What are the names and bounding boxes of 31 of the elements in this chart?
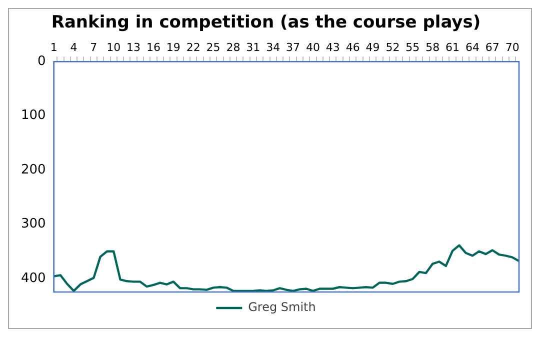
x-tick-label: 10 xyxy=(106,40,121,54)
legend-label: Greg Smith xyxy=(248,300,316,314)
x-tick-label: 13 xyxy=(126,40,141,54)
x-tick-label: 4 xyxy=(70,40,78,54)
x-tick-label: 49 xyxy=(366,40,380,54)
x-tick-label: 64 xyxy=(465,40,480,54)
x-tick-label: 28 xyxy=(226,40,240,54)
x-tick-label: 61 xyxy=(446,40,460,54)
y-tick-label: 100 xyxy=(20,108,46,124)
x-tick-label: 67 xyxy=(485,40,500,54)
x-tick-label: 19 xyxy=(166,40,180,54)
x-tick-label: 16 xyxy=(146,40,160,54)
x-tick-label: 22 xyxy=(186,40,200,54)
x-tick-label: 34 xyxy=(266,40,280,54)
x-tick-label: 1 xyxy=(50,40,58,54)
x-tick-label: 7 xyxy=(90,40,98,54)
x-tick-label: 70 xyxy=(505,40,520,54)
y-tick-label: 400 xyxy=(20,270,46,286)
chart-title: Ranking in competition (as the course plays) xyxy=(51,12,481,33)
x-tick-label: 37 xyxy=(286,40,300,54)
y-tick-label: 200 xyxy=(20,162,46,178)
x-tick-label: 31 xyxy=(246,40,260,54)
y-tick-label: 300 xyxy=(20,216,46,232)
x-tick-label: 40 xyxy=(306,40,320,54)
x-tick-label: 46 xyxy=(346,40,360,54)
x-tick-label: 58 xyxy=(426,40,440,54)
x-tick-label: 43 xyxy=(326,40,340,54)
y-tick-label: 0 xyxy=(38,54,46,69)
x-tick-label: 52 xyxy=(386,40,400,54)
x-tick-label: 55 xyxy=(406,40,420,54)
x-tick-label: 25 xyxy=(206,40,220,54)
